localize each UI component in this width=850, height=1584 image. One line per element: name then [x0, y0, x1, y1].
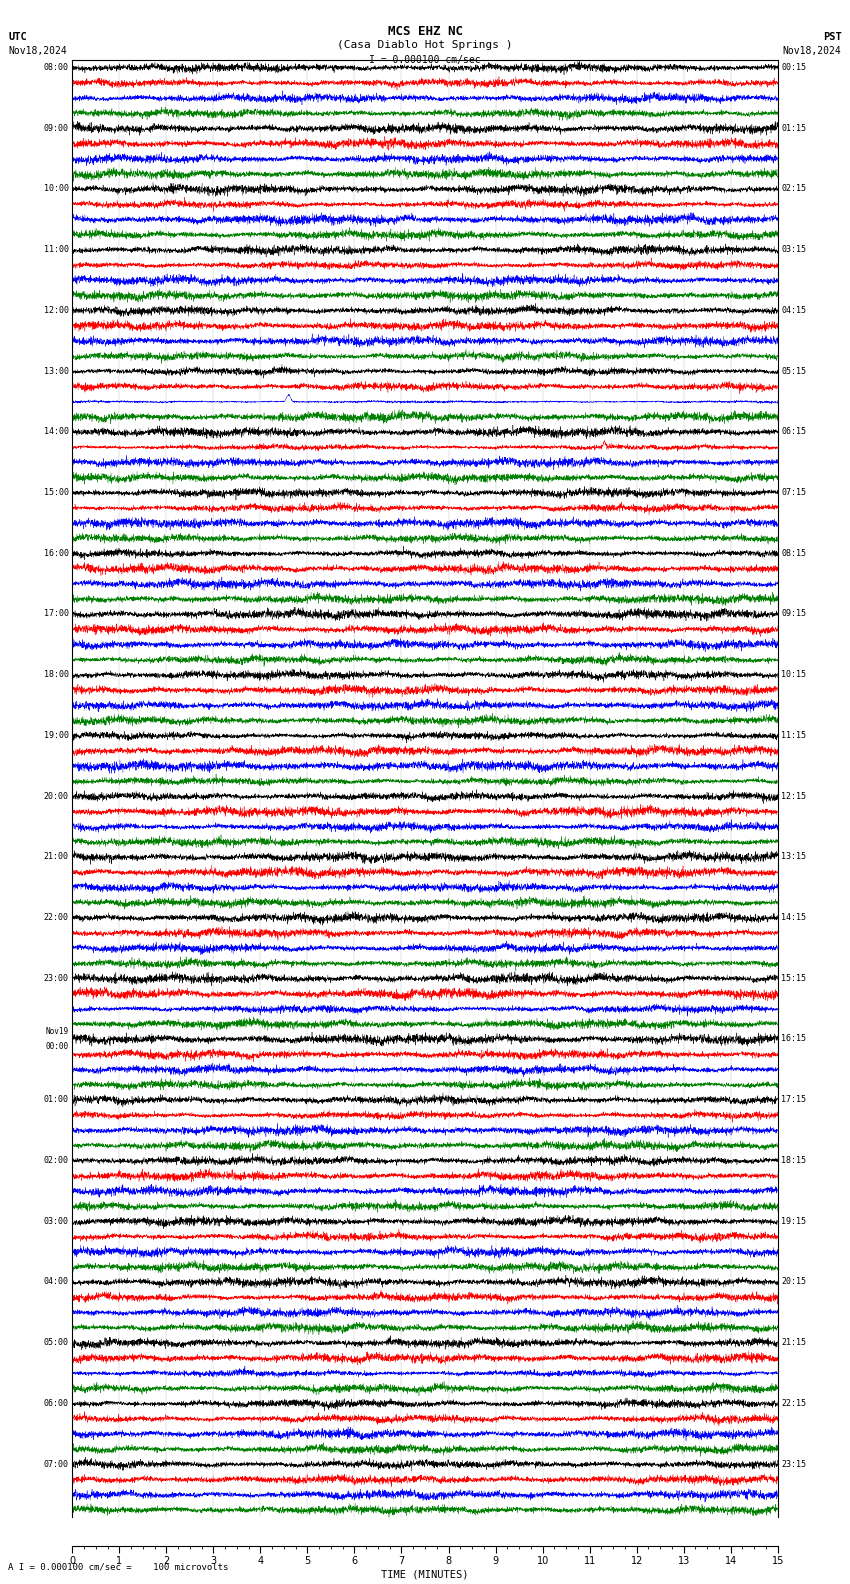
- X-axis label: TIME (MINUTES): TIME (MINUTES): [382, 1570, 468, 1579]
- Text: 17:15: 17:15: [781, 1095, 806, 1104]
- Text: 03:15: 03:15: [781, 246, 806, 253]
- Text: 14:00: 14:00: [44, 428, 69, 436]
- Text: 12:15: 12:15: [781, 792, 806, 800]
- Text: 18:15: 18:15: [781, 1156, 806, 1164]
- Text: 12:00: 12:00: [44, 306, 69, 315]
- Text: 13:00: 13:00: [44, 366, 69, 375]
- Text: 15:15: 15:15: [781, 974, 806, 982]
- Text: 11:15: 11:15: [781, 730, 806, 740]
- Text: 13:15: 13:15: [781, 852, 806, 862]
- Text: 04:15: 04:15: [781, 306, 806, 315]
- Text: 14:15: 14:15: [781, 912, 806, 922]
- Text: I = 0.000100 cm/sec: I = 0.000100 cm/sec: [369, 55, 481, 65]
- Text: 05:00: 05:00: [44, 1338, 69, 1346]
- Text: 23:00: 23:00: [44, 974, 69, 982]
- Text: 22:15: 22:15: [781, 1399, 806, 1408]
- Text: (Casa Diablo Hot Springs ): (Casa Diablo Hot Springs ): [337, 40, 513, 49]
- Text: 06:15: 06:15: [781, 428, 806, 436]
- Text: 03:00: 03:00: [44, 1217, 69, 1226]
- Text: 02:00: 02:00: [44, 1156, 69, 1164]
- Text: 08:00: 08:00: [44, 63, 69, 71]
- Text: 11:00: 11:00: [44, 246, 69, 253]
- Text: UTC: UTC: [8, 32, 27, 41]
- Text: 01:00: 01:00: [44, 1095, 69, 1104]
- Text: PST: PST: [823, 32, 842, 41]
- Text: Nov18,2024: Nov18,2024: [783, 46, 842, 55]
- Text: 05:15: 05:15: [781, 366, 806, 375]
- Text: 21:15: 21:15: [781, 1338, 806, 1346]
- Text: 08:15: 08:15: [781, 548, 806, 558]
- Text: 00:00: 00:00: [46, 1042, 69, 1052]
- Text: 20:00: 20:00: [44, 792, 69, 800]
- Text: 21:00: 21:00: [44, 852, 69, 862]
- Text: Nov19: Nov19: [46, 1026, 69, 1036]
- Text: 09:00: 09:00: [44, 124, 69, 133]
- Text: 16:00: 16:00: [44, 548, 69, 558]
- Text: 23:15: 23:15: [781, 1459, 806, 1468]
- Text: 09:15: 09:15: [781, 610, 806, 618]
- Text: 16:15: 16:15: [781, 1034, 806, 1044]
- Text: 10:00: 10:00: [44, 184, 69, 193]
- Text: 00:15: 00:15: [781, 63, 806, 71]
- Text: 18:00: 18:00: [44, 670, 69, 680]
- Text: 10:15: 10:15: [781, 670, 806, 680]
- Text: Nov18,2024: Nov18,2024: [8, 46, 67, 55]
- Text: MCS EHZ NC: MCS EHZ NC: [388, 25, 462, 38]
- Text: 01:15: 01:15: [781, 124, 806, 133]
- Text: 02:15: 02:15: [781, 184, 806, 193]
- Text: 04:00: 04:00: [44, 1277, 69, 1286]
- Text: 19:00: 19:00: [44, 730, 69, 740]
- Text: 15:00: 15:00: [44, 488, 69, 497]
- Text: 07:15: 07:15: [781, 488, 806, 497]
- Text: 19:15: 19:15: [781, 1217, 806, 1226]
- Text: 06:00: 06:00: [44, 1399, 69, 1408]
- Text: 22:00: 22:00: [44, 912, 69, 922]
- Text: A I = 0.000100 cm/sec =    100 microvolts: A I = 0.000100 cm/sec = 100 microvolts: [8, 1562, 229, 1571]
- Text: 17:00: 17:00: [44, 610, 69, 618]
- Text: 07:00: 07:00: [44, 1459, 69, 1468]
- Text: 20:15: 20:15: [781, 1277, 806, 1286]
